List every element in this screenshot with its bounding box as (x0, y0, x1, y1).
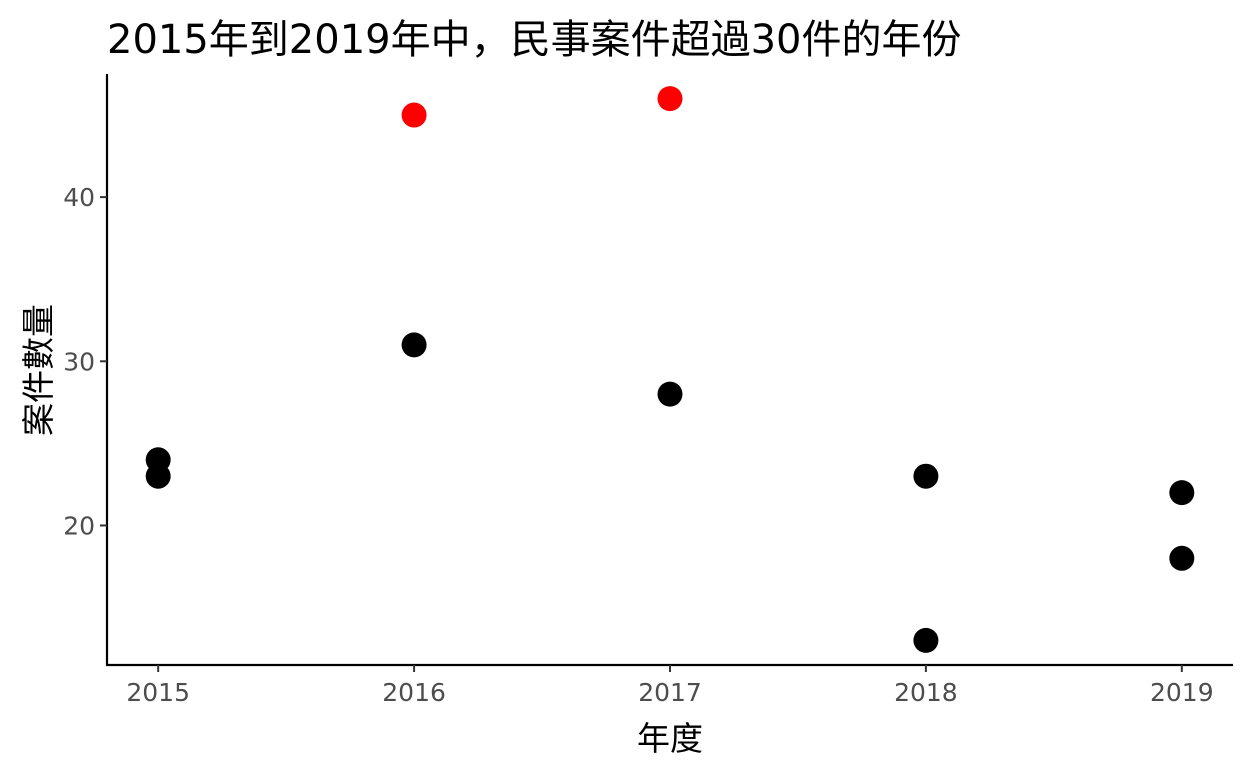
data-point-highlight (657, 86, 683, 112)
data-point (913, 463, 939, 489)
data-point-highlight (401, 102, 427, 128)
data-point (1169, 480, 1195, 506)
data-point (913, 627, 939, 653)
data-point (657, 381, 683, 407)
data-points (145, 86, 1195, 653)
x-axis-title: 年度 (637, 719, 703, 758)
x-tick-label: 2015 (126, 678, 190, 707)
data-point (145, 463, 171, 489)
y-axis-ticks: 20 30 40 (63, 183, 107, 540)
x-tick-label: 2017 (638, 678, 702, 707)
x-tick-label: 2016 (382, 678, 446, 707)
y-tick-label: 40 (63, 183, 95, 212)
x-tick-label: 2019 (1150, 678, 1214, 707)
chart-title: 2015年到2019年中，民事案件超過30件的年份 (107, 17, 962, 63)
x-axis-ticks: 2015 2016 2017 2018 2019 (126, 665, 1214, 707)
y-tick-label: 20 (63, 511, 95, 540)
y-tick-label: 30 (63, 347, 95, 376)
data-point (401, 332, 427, 358)
data-point (1169, 545, 1195, 571)
x-tick-label: 2018 (894, 678, 958, 707)
y-axis-title: 案件數量 (19, 304, 58, 436)
